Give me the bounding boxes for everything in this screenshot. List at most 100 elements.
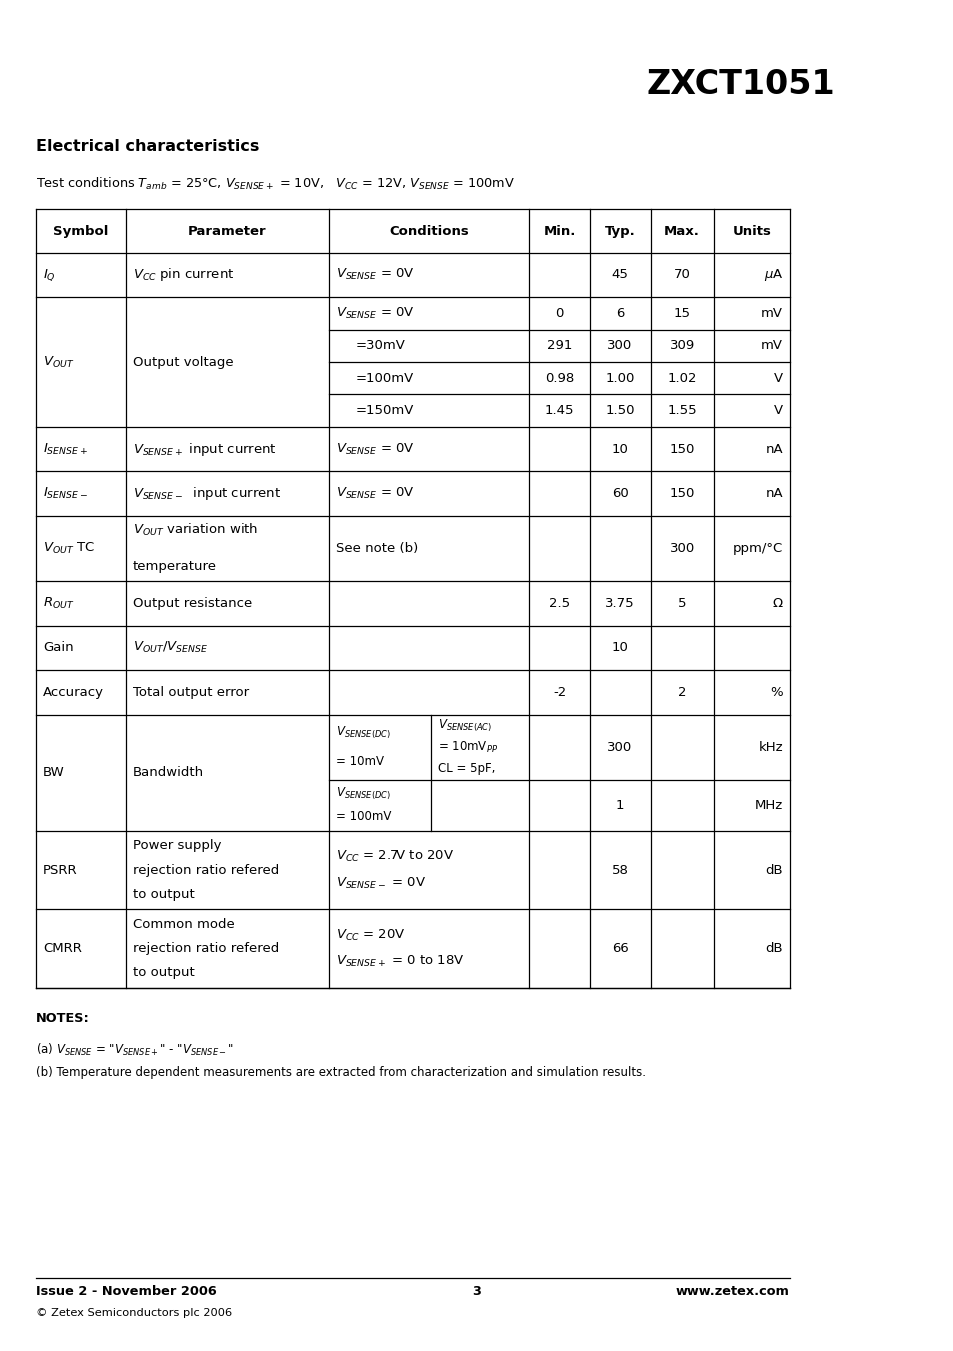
Text: 1.50: 1.50: [605, 404, 634, 417]
Text: dB: dB: [765, 942, 782, 955]
Text: $\mu$A: $\mu$A: [763, 267, 782, 282]
Text: 1.55: 1.55: [666, 404, 697, 417]
Text: Parameter: Parameter: [188, 224, 267, 238]
Text: kHz: kHz: [758, 740, 782, 754]
Text: 300: 300: [607, 740, 632, 754]
Text: $V_{SENSE(AC)}$: $V_{SENSE(AC)}$: [437, 717, 492, 734]
Text: to output: to output: [132, 966, 194, 979]
Text: $V_{CC}$ pin current: $V_{CC}$ pin current: [132, 266, 233, 284]
Text: temperature: temperature: [132, 561, 216, 573]
Text: 58: 58: [611, 863, 628, 877]
Text: 309: 309: [669, 339, 694, 353]
Text: 150: 150: [669, 488, 694, 500]
Text: =150mV: =150mV: [355, 404, 414, 417]
Text: rejection ratio refered: rejection ratio refered: [132, 863, 278, 877]
Text: 1.02: 1.02: [667, 372, 696, 385]
Text: 60: 60: [611, 488, 628, 500]
Text: $V_{SENSE}$ = 0V: $V_{SENSE}$ = 0V: [335, 442, 415, 457]
Text: Conditions: Conditions: [389, 224, 469, 238]
Text: 10: 10: [611, 642, 628, 654]
Text: 3: 3: [472, 1285, 481, 1298]
Text: PSRR: PSRR: [43, 863, 77, 877]
Text: 45: 45: [611, 269, 628, 281]
Text: $V_{SENSE}$ = 0V: $V_{SENSE}$ = 0V: [335, 267, 415, 282]
Text: $V_{OUT}/V_{SENSE}$: $V_{OUT}/V_{SENSE}$: [132, 640, 208, 655]
Text: See note (b): See note (b): [335, 542, 417, 555]
Text: www.zetex.com: www.zetex.com: [676, 1285, 789, 1298]
Text: nA: nA: [765, 443, 782, 455]
Text: $V_{OUT}$ variation with: $V_{OUT}$ variation with: [132, 523, 257, 539]
Text: Issue 2 - November 2006: Issue 2 - November 2006: [36, 1285, 216, 1298]
Text: Max.: Max.: [663, 224, 700, 238]
Text: MHz: MHz: [754, 798, 782, 812]
Text: Units: Units: [732, 224, 770, 238]
Text: Accuracy: Accuracy: [43, 686, 104, 698]
Text: 1.45: 1.45: [544, 404, 574, 417]
Text: $I_Q$: $I_Q$: [43, 267, 55, 282]
Text: V: V: [773, 404, 782, 417]
Text: 2: 2: [678, 686, 685, 698]
Text: =100mV: =100mV: [355, 372, 414, 385]
Text: 66: 66: [611, 942, 628, 955]
Text: $V_{SENSE(DC)}$: $V_{SENSE(DC)}$: [335, 724, 390, 742]
Text: Symbol: Symbol: [53, 224, 109, 238]
Text: mV: mV: [760, 307, 782, 320]
Text: $V_{CC}$ = 2.7V to 20V: $V_{CC}$ = 2.7V to 20V: [335, 850, 454, 865]
Text: 300: 300: [669, 542, 694, 555]
Text: 1: 1: [616, 798, 623, 812]
Text: 300: 300: [607, 339, 632, 353]
Text: $V_{OUT}$: $V_{OUT}$: [43, 354, 74, 370]
Text: CL = 5pF,: CL = 5pF,: [437, 762, 495, 775]
Text: $R_{OUT}$: $R_{OUT}$: [43, 596, 74, 611]
Text: $V_{SENSE-}$ = 0V: $V_{SENSE-}$ = 0V: [335, 875, 425, 890]
Text: Gain: Gain: [43, 642, 73, 654]
Text: Min.: Min.: [543, 224, 575, 238]
Text: Typ.: Typ.: [604, 224, 635, 238]
Text: rejection ratio refered: rejection ratio refered: [132, 942, 278, 955]
Text: 1.00: 1.00: [605, 372, 634, 385]
Text: Power supply: Power supply: [132, 839, 221, 852]
Text: nA: nA: [765, 488, 782, 500]
Text: V: V: [773, 372, 782, 385]
Text: = 10mV: = 10mV: [335, 755, 383, 767]
Text: $V_{SENSE+}$ = 0 to 18V: $V_{SENSE+}$ = 0 to 18V: [335, 954, 464, 969]
Text: 3.75: 3.75: [604, 597, 635, 609]
Text: $V_{SENSE}$ = 0V: $V_{SENSE}$ = 0V: [335, 305, 415, 322]
Text: $V_{SENSE(DC)}$: $V_{SENSE(DC)}$: [335, 786, 390, 802]
Text: CMRR: CMRR: [43, 942, 82, 955]
Text: Bandwidth: Bandwidth: [132, 766, 204, 780]
Text: mV: mV: [760, 339, 782, 353]
Text: 2.5: 2.5: [548, 597, 570, 609]
Text: $I_{SENSE+}$: $I_{SENSE+}$: [43, 442, 88, 457]
Text: Total output error: Total output error: [132, 686, 249, 698]
Text: 0: 0: [555, 307, 563, 320]
Text: = 100mV: = 100mV: [335, 811, 391, 823]
Text: 150: 150: [669, 443, 694, 455]
Text: 291: 291: [546, 339, 572, 353]
Text: $V_{CC}$ = 20V: $V_{CC}$ = 20V: [335, 928, 405, 943]
Text: to output: to output: [132, 888, 194, 901]
Text: NOTES:: NOTES:: [36, 1012, 90, 1025]
Text: 10: 10: [611, 443, 628, 455]
Text: (b) Temperature dependent measurements are extracted from characterization and s: (b) Temperature dependent measurements a…: [36, 1066, 645, 1079]
Text: $V_{SENSE-}$  input current: $V_{SENSE-}$ input current: [132, 485, 280, 503]
Text: $I_{SENSE-}$: $I_{SENSE-}$: [43, 486, 88, 501]
Text: $V_{OUT}$ TC: $V_{OUT}$ TC: [43, 540, 95, 557]
Text: Electrical characteristics: Electrical characteristics: [36, 139, 259, 154]
Text: Output voltage: Output voltage: [132, 355, 233, 369]
Text: $\Omega$: $\Omega$: [771, 597, 782, 609]
Text: $V_{SENSE}$ = 0V: $V_{SENSE}$ = 0V: [335, 486, 415, 501]
Text: (a) $V_{SENSE}$ = "$V_{SENSE+}$" - "$V_{SENSE-}$": (a) $V_{SENSE}$ = "$V_{SENSE+}$" - "$V_{…: [36, 1042, 233, 1058]
Text: dB: dB: [765, 863, 782, 877]
Text: ppm/°C: ppm/°C: [732, 542, 782, 555]
Text: =30mV: =30mV: [355, 339, 405, 353]
Text: $V_{SENSE+}$ input current: $V_{SENSE+}$ input current: [132, 440, 276, 458]
Text: 0.98: 0.98: [544, 372, 574, 385]
Text: Common mode: Common mode: [132, 917, 234, 931]
Text: -2: -2: [553, 686, 565, 698]
Text: BW: BW: [43, 766, 65, 780]
Text: = 10mV$_{PP}$: = 10mV$_{PP}$: [437, 739, 497, 755]
Text: © Zetex Semiconductors plc 2006: © Zetex Semiconductors plc 2006: [36, 1308, 233, 1317]
Text: 5: 5: [678, 597, 685, 609]
Text: Output resistance: Output resistance: [132, 597, 252, 609]
